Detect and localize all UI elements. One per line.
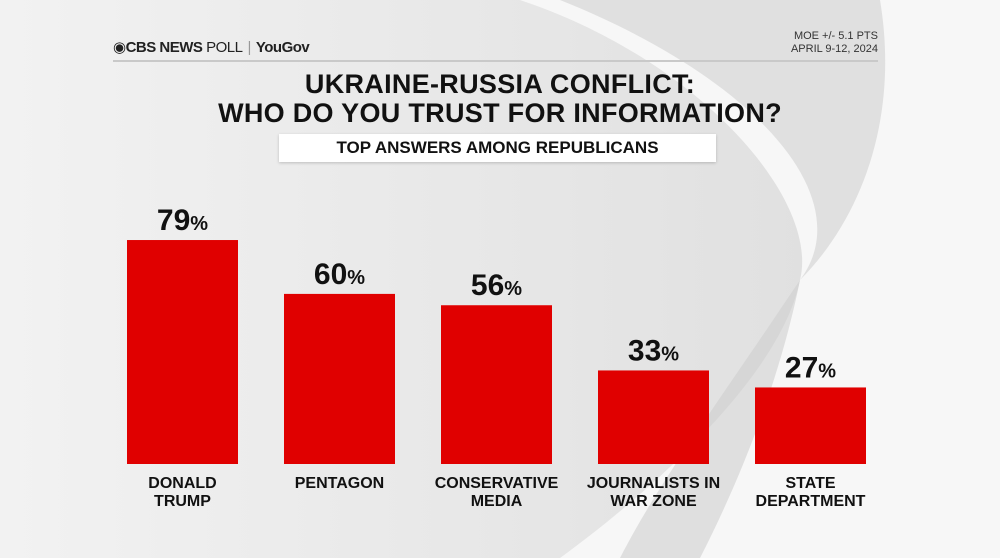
category-label: DONALD — [148, 475, 216, 492]
category-label: WAR ZONE — [610, 493, 697, 510]
bar — [284, 293, 395, 464]
bar — [598, 370, 709, 464]
category-label: MEDIA — [471, 493, 523, 510]
title-line-1: UKRAINE-RUSSIA CONFLICT: — [304, 69, 696, 99]
logo-partner: YouGov — [255, 39, 310, 56]
category-label: TRUMP — [154, 493, 211, 510]
bar — [441, 305, 552, 464]
logo-poll: POLL — [206, 39, 243, 56]
cbs-eye-icon: ◉ — [113, 39, 126, 56]
title-line-2: WHO DO YOU TRUST FOR INFORMATION? — [218, 98, 782, 128]
category-label: CONSERVATIVE — [435, 475, 559, 492]
poll-dates: APRIL 9-12, 2024 — [790, 43, 878, 55]
bar — [127, 240, 238, 464]
category-label: PENTAGON — [295, 475, 384, 492]
value-label: 33% — [628, 334, 679, 367]
header: ◉CBS NEWS POLL | YouGov MOE +/- 5.1 PTS AP… — [113, 30, 878, 62]
value-label: 27% — [785, 351, 836, 384]
value-label: 56% — [471, 269, 522, 302]
value-label: 79% — [157, 204, 208, 237]
category-label: DEPARTMENT — [756, 493, 866, 510]
chart-subtitle: TOP ANSWERS AMONG REPUBLICANS — [279, 134, 716, 162]
margin-of-error: MOE +/- 5.1 PTS — [793, 30, 878, 42]
category-label: STATE — [785, 475, 835, 492]
logo-brand: CBS NEWS — [125, 39, 203, 56]
category-label: JOURNALISTS IN — [587, 475, 720, 492]
chart-title: UKRAINE-RUSSIA CONFLICT: WHO DO YOU TRUS… — [0, 70, 1000, 128]
bar — [755, 387, 866, 464]
logo: ◉CBS NEWS POLL | YouGov — [113, 39, 310, 56]
value-label: 60% — [314, 258, 365, 291]
poll-info: MOE +/- 5.1 PTS APRIL 9-12, 2024 — [791, 30, 878, 56]
